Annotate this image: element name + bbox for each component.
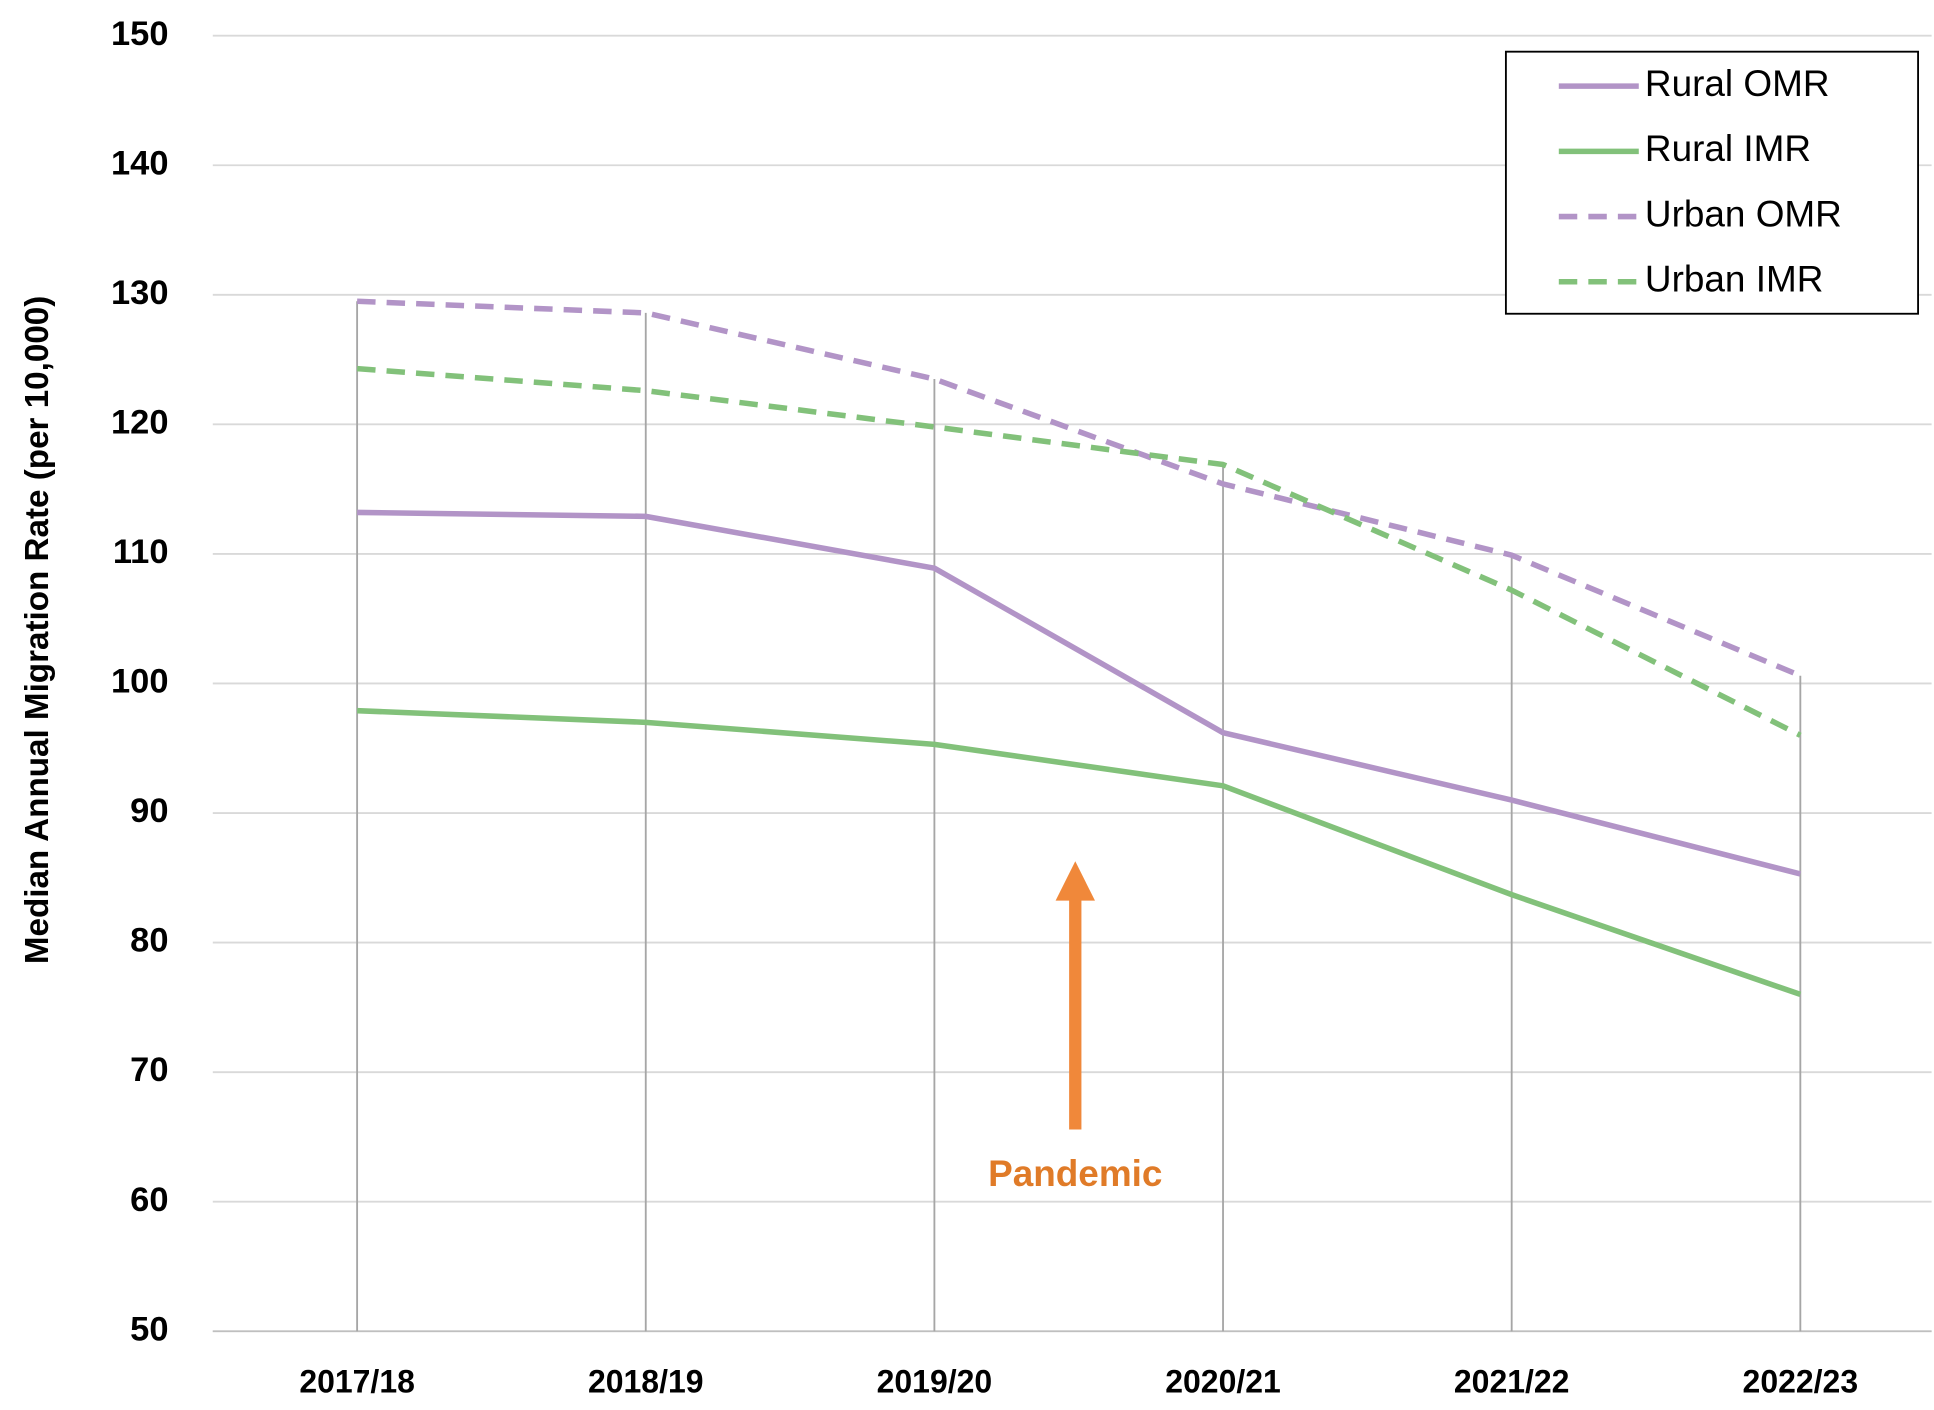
x-tick-label: 2021/22 xyxy=(1454,1364,1570,1400)
series-line xyxy=(356,365,1802,738)
x-tick-label: 2017/18 xyxy=(299,1364,415,1400)
y-tick-label: 130 xyxy=(111,274,168,312)
y-axis-label: Median Annual Migration Rate (per 10,000… xyxy=(19,296,56,965)
y-tick-label: 80 xyxy=(130,922,168,960)
annotation: Pandemic xyxy=(988,1153,1162,1194)
y-tick-label: 120 xyxy=(111,403,168,441)
series-line xyxy=(356,298,1802,679)
legend-label: Urban OMR xyxy=(1645,193,1842,234)
x-tick-label: 2020/21 xyxy=(1165,1364,1281,1400)
legend-label: Rural IMR xyxy=(1645,128,1811,169)
legend-box xyxy=(1504,50,1919,315)
y-tick-label: 110 xyxy=(113,533,169,571)
legend-label: Rural OMR xyxy=(1645,63,1830,104)
x-tick-label: 2018/19 xyxy=(588,1364,704,1400)
x-tick-label: 2022/23 xyxy=(1743,1364,1859,1400)
y-tick-label: 70 xyxy=(130,1051,168,1089)
y-tick-label: 100 xyxy=(111,663,168,701)
series-line xyxy=(356,707,1802,998)
y-tick-label: 90 xyxy=(130,792,168,830)
y-tick-label: 50 xyxy=(130,1310,168,1348)
annotation-arrow-head xyxy=(1055,861,1095,901)
x-tick-label: 2019/20 xyxy=(877,1364,993,1400)
y-tick-label: 150 xyxy=(111,15,168,53)
legend-label: Urban IMR xyxy=(1645,259,1823,300)
series-line xyxy=(357,509,1802,877)
y-tick-label: 60 xyxy=(130,1181,168,1219)
y-tick-label: 140 xyxy=(111,144,168,182)
